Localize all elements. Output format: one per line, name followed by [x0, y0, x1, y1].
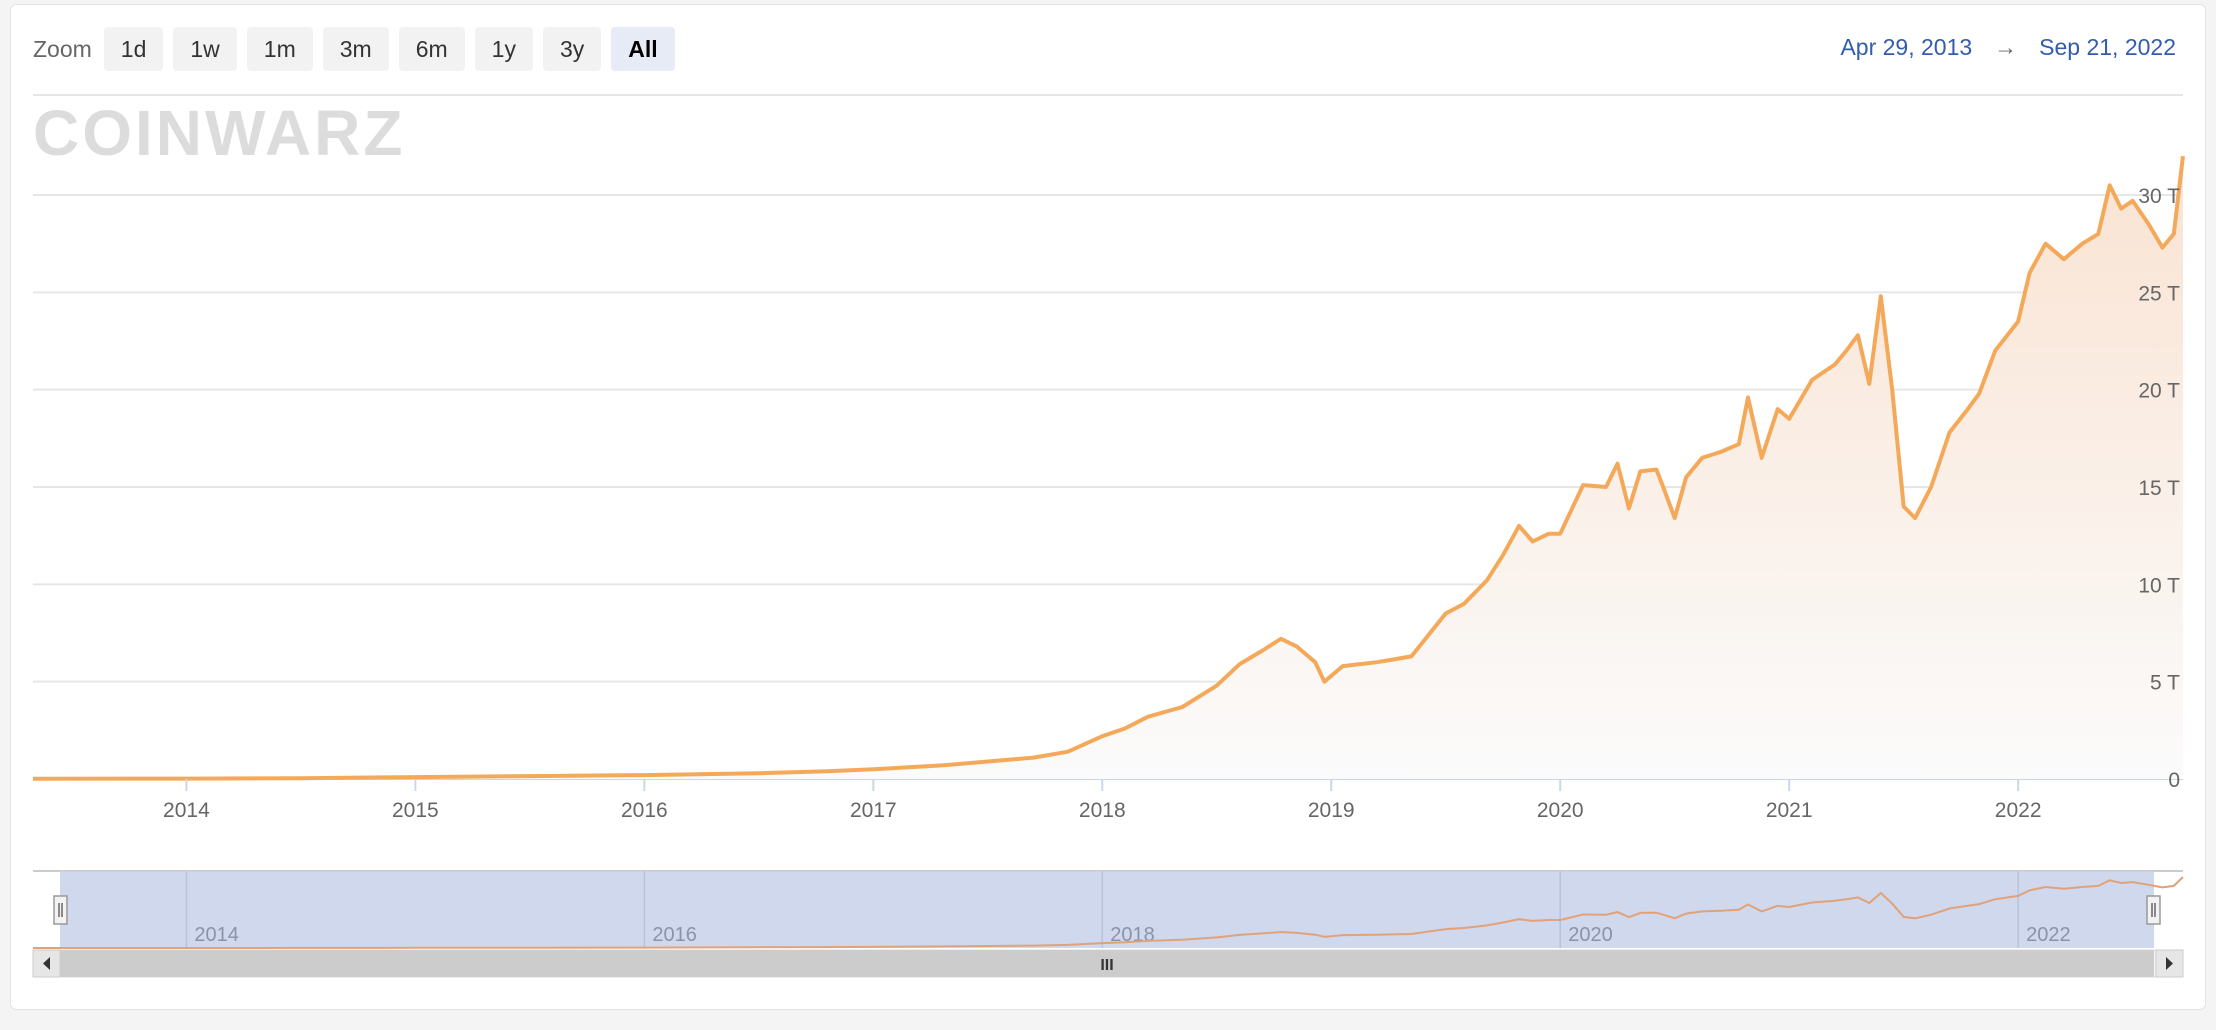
zoom-all-button[interactable]: All — [611, 27, 675, 71]
scrollbar: III — [32, 949, 2184, 978]
navigator-x-label: 2020 — [1568, 924, 1613, 946]
navigator-selected-range[interactable] — [60, 871, 2154, 948]
x-tick-label: 2014 — [163, 799, 210, 822]
x-tick-label: 2017 — [850, 799, 897, 822]
x-tick-label: 2022 — [1995, 799, 2042, 822]
zoom-label: Zoom — [33, 35, 92, 62]
zoom-1m-button[interactable]: 1m — [246, 27, 313, 71]
scrollbar-thumb[interactable] — [60, 950, 2154, 977]
x-tick-label: 2016 — [621, 799, 668, 822]
x-tick-label: 2019 — [1308, 799, 1355, 822]
scrollbar-grip-icon: III — [1100, 957, 1113, 974]
date-range: Apr 29, 2013 → Sep 21, 2022 — [1840, 34, 2176, 61]
scroll-right-arrow-icon — [2166, 957, 2173, 970]
navigator-left-handle[interactable] — [53, 895, 68, 925]
x-tick-label: 2015 — [392, 799, 439, 822]
navigator-x-label: 2016 — [652, 924, 697, 946]
range-from-date[interactable]: Apr 29, 2013 — [1840, 34, 1973, 60]
range-to-date[interactable]: Sep 21, 2022 — [2039, 34, 2176, 60]
scroll-right-button[interactable] — [2155, 949, 2184, 978]
x-tick-label: 2021 — [1766, 799, 1813, 822]
zoom-1d-button[interactable]: 1d — [103, 27, 164, 71]
series-area — [33, 156, 2183, 780]
zoom-selector: Zoom 1d 1w 1m 3m 6m 1y 3y All — [33, 27, 675, 71]
scroll-left-arrow-icon — [43, 957, 50, 970]
navigator: 2014 2016 2018 2020 2022 — [33, 870, 2184, 949]
y-tick-label: 30 T — [2138, 185, 2180, 208]
navigator-x-label: 2014 — [194, 924, 239, 946]
navigator-right-handle[interactable] — [2146, 895, 2161, 925]
zoom-1w-button[interactable]: 1w — [173, 27, 237, 71]
zoom-1y-button[interactable]: 1y — [474, 27, 533, 71]
y-tick-label: 20 T — [2138, 380, 2180, 403]
zoom-3y-button[interactable]: 3y — [542, 27, 602, 71]
navigator-series-line — [33, 876, 2184, 949]
range-arrow: → — [1994, 34, 2018, 60]
zoom-6m-button[interactable]: 6m — [398, 27, 465, 71]
watermark-logo: COINWARZ — [33, 97, 405, 169]
x-tick-label: 2020 — [1537, 799, 1584, 822]
x-tick-label: 2018 — [1079, 799, 1126, 822]
y-tick-label: 15 T — [2138, 477, 2180, 500]
y-tick-label: 5 T — [2150, 672, 2180, 695]
y-tick-label: 10 T — [2138, 574, 2180, 597]
series-line[interactable] — [32, 155, 2185, 781]
y-tick-label: 25 T — [2138, 282, 2180, 305]
zoom-3m-button[interactable]: 3m — [322, 27, 389, 71]
navigator-x-label: 2022 — [2026, 924, 2071, 946]
y-tick-label: 0 — [2168, 769, 2180, 792]
